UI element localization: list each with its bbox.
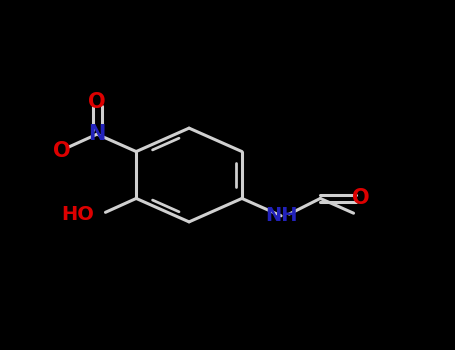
Text: NH: NH	[265, 206, 298, 225]
Text: O: O	[352, 188, 370, 209]
Text: O: O	[88, 92, 106, 112]
Text: O: O	[53, 141, 70, 161]
Text: HO: HO	[61, 204, 94, 224]
Text: N: N	[88, 124, 106, 144]
